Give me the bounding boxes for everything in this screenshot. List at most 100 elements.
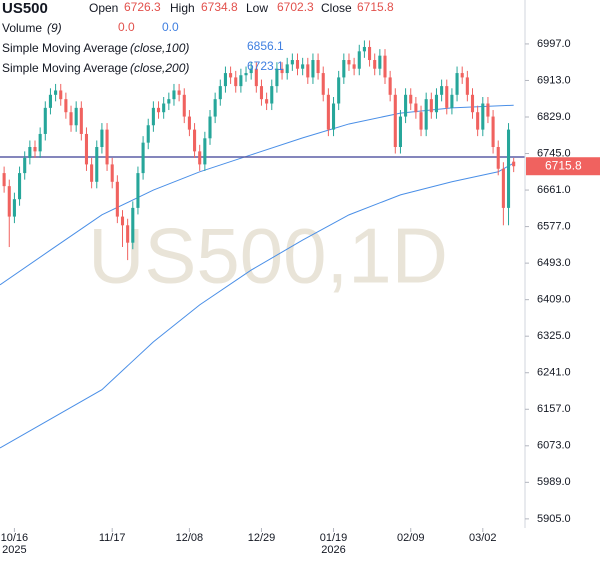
candle-body [259,86,264,100]
candle-body [491,116,495,148]
candle-body [481,103,485,130]
candle-body [388,77,392,95]
candle-body [48,94,52,108]
candle-body [90,164,94,182]
candle-body [136,173,140,208]
x-tick-year: 2025 [2,544,26,556]
watermark: US500,1D [88,212,448,300]
candle-body [218,86,222,100]
candle-body [182,94,186,117]
x-tick-label: 10/16 [1,532,29,544]
x-tick-label: 11/17 [99,532,126,544]
candle-body [141,142,145,174]
x-tick-label: 12/08 [176,532,204,544]
candle-body [419,112,423,130]
moving-average-line [0,104,514,286]
indicator-param: (close,100) [130,41,189,55]
close-value: 6715.8 [357,0,394,14]
candle-body [234,77,238,87]
candle-body [74,107,78,126]
candle-body [223,73,227,87]
x-tick-label: 01/19 [320,532,348,544]
candle-body [131,207,135,243]
x-tick-label: 03/02 [469,532,497,544]
candle-body [172,90,176,100]
candle-body [146,125,150,143]
symbol: US500 [2,0,48,17]
candle-body [28,147,32,158]
y-tick-label: 6829.0 [537,111,571,123]
indicator-param: (close,200) [130,61,189,75]
indicator-value: 6723.1 [247,59,284,73]
candle-body [105,129,109,165]
candle-body [115,181,119,217]
y-tick-label: 6241.0 [537,367,571,379]
open-label: Open [89,1,118,15]
y-tick-label: 6577.0 [537,221,571,233]
candle-body [177,90,181,95]
candle-body [331,103,336,130]
candle-body [476,112,480,130]
candle-body [316,60,320,74]
candle-body [429,99,433,113]
y-tick-label: 6493.0 [537,257,571,269]
candle-body [373,60,377,69]
low-value: 6702.3 [277,0,314,14]
y-tick-label: 6325.0 [537,330,571,342]
y-tick-label: 6997.0 [537,38,571,50]
candle-body [362,46,366,52]
candle-body [275,68,279,87]
candle-body [43,107,47,134]
candle-body [357,51,361,69]
candle-body [393,94,397,148]
candle-body [501,168,505,208]
candle-body [306,64,310,78]
indicator-value: 6856.1 [247,39,284,53]
candle-body [347,60,351,65]
candle-body [352,64,356,69]
candle-body [470,94,475,113]
last-price-tag [526,157,600,176]
y-tick-label: 6745.0 [537,147,571,159]
candle-body [23,157,27,174]
candle-body [455,73,459,95]
candle-body [326,94,330,130]
candle-body [280,68,284,74]
candle-body [244,73,248,76]
candle-body [465,77,469,95]
candle-body [409,94,413,104]
candle-body [187,116,191,130]
candle-body [64,99,68,113]
candle-body [120,216,125,226]
candle-body [424,99,428,130]
candle-body [295,60,300,69]
candle-body [18,173,22,200]
candle-body [203,138,207,165]
candle-body [512,161,516,167]
candle-body [404,94,408,117]
candle-body [414,103,418,113]
candle-body [460,73,464,78]
candle-body [7,186,11,217]
candle-body [249,68,253,74]
candle-body [445,86,449,108]
candle-body [213,99,217,117]
high-value: 6734.8 [201,0,238,14]
candle-body [156,107,161,113]
candle-body [368,46,372,61]
last-price-label: 6715.8 [545,158,582,172]
candle-body [84,133,89,165]
candle-body [239,75,243,87]
x-tick-label: 12/29 [248,532,276,544]
y-tick-label: 6913.0 [537,74,571,86]
candle-body [126,225,130,243]
candle-body [496,147,500,169]
candle-body [208,116,212,139]
candle-body [162,103,166,113]
candle-body [383,55,387,78]
y-tick-label: 6157.0 [537,403,571,415]
candle-body [378,55,382,69]
volume-label: Volume [2,21,42,35]
candle-body [229,73,233,78]
